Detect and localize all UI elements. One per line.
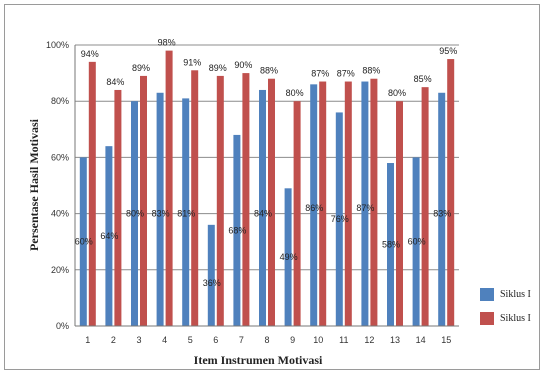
legend-item-series-2: Siklus I [480,312,540,326]
data-label-series-1: 36% [203,278,221,288]
data-label-series-2: 90% [234,60,252,70]
legend-label: Siklus I [500,313,531,324]
bar-series-2 [421,87,429,327]
data-label-series-2: 88% [362,66,380,76]
y-axis-title: Persentase Hasil Motivasi [27,118,41,251]
data-label-series-1: 49% [280,252,298,262]
y-tick-label: 60% [51,152,69,162]
data-label-series-2: 94% [81,49,99,59]
x-tick-label: 12 [364,335,374,345]
x-tick-label: 2 [111,335,116,345]
data-label-series-1: 87% [356,203,374,213]
bar-series-2 [319,81,327,326]
y-tick-label: 100% [46,40,69,50]
grid-lines [75,44,459,271]
data-label-series-1: 83% [152,209,170,219]
bar-series-1 [182,98,190,326]
x-tick-label: 13 [390,335,400,345]
legend-swatch-red [480,312,494,325]
data-label-series-1: 84% [254,209,272,219]
data-label-series-1: 80% [126,209,144,219]
bar-series-1 [335,112,343,326]
data-label-series-2: 89% [209,63,227,73]
bar-series-2 [344,81,352,326]
x-tick-label: 15 [441,335,451,345]
bar-series-1 [438,92,446,327]
legend-swatch-blue [480,288,494,301]
bar-series-1 [105,146,113,326]
y-tick-label: 0% [56,321,69,331]
bar-series-1 [284,188,292,326]
bar-series-2 [216,75,224,326]
x-tick-label: 14 [416,335,426,345]
bar-series-1 [156,92,164,327]
bar-series-2 [447,59,455,327]
axes: 0%20%40%60%80%100%1 2 3 4 5 6 7 8 9 10 11 12 13 14 15 [46,40,459,345]
data-label-series-2: 80% [388,88,406,98]
data-label-series-1: 68% [228,225,246,235]
bar-series-2 [140,75,147,326]
data-label-series-1: 60% [75,237,93,247]
bar-series-1 [79,157,87,326]
data-label-series-1: 83% [433,209,451,219]
data-label-series-2: 95% [439,46,457,56]
bar-series-1 [233,134,241,326]
x-tick-label: 10 [313,335,323,345]
x-tick-label: 5 [188,335,193,345]
data-label-series-2: 87% [311,69,329,79]
data-label-series-2: 84% [106,77,124,87]
data-label-series-1: 76% [331,214,349,224]
bar-series-1 [412,157,420,326]
bar-series-2 [191,70,199,326]
bar-series-1 [310,84,318,326]
x-tick-label: 3 [136,335,141,345]
bar-series-2 [268,78,275,326]
x-tick-label: 11 [339,335,348,345]
data-label-series-2: 88% [260,66,278,76]
data-label-series-1: 58% [382,240,400,250]
bar-series-2 [242,73,250,326]
data-label-series-1: 86% [305,203,323,213]
legend-label: Siklus I [500,289,531,300]
x-tick-label: 8 [264,335,269,345]
legend-item-series-1: Siklus I [480,288,540,302]
data-label-series-1: 81% [177,209,195,219]
bar-series-1 [361,81,369,326]
bar-series-1 [387,163,394,326]
data-label-series-2: 89% [132,63,150,73]
bar-series-1 [207,224,215,326]
bar-series-2 [293,101,301,326]
bar-series-1 [131,101,138,326]
bar-series-1 [259,89,266,327]
data-label-series-1: 64% [100,231,118,241]
bar-series-2 [88,61,96,327]
data-label-series-1: 60% [408,237,426,247]
x-tick-label: 1 [85,335,90,345]
data-label-series-2: 85% [414,74,432,84]
x-tick-label: 4 [162,335,167,345]
y-tick-label: 20% [51,265,69,275]
data-label-series-2: 80% [286,88,304,98]
x-tick-label: 9 [290,335,295,345]
x-axis-title: Item Instrumen Motivasi [194,353,323,367]
bar-series-2 [114,89,122,327]
data-label-series-2: 98% [158,38,176,48]
bars [79,50,455,327]
y-tick-label: 80% [51,96,69,106]
x-tick-label: 6 [213,335,218,345]
bar-series-2 [370,78,378,326]
y-tick-label: 40% [51,209,69,219]
data-label-series-2: 87% [337,69,355,79]
x-tick-label: 7 [239,335,244,345]
bar-series-2 [165,50,173,327]
bar-series-2 [396,101,403,326]
data-labels: 60% 94% 64% 84% 80% 89% 83% 98% 81% 91% 36% 89% 68% 9… [75,38,457,288]
data-label-series-2: 91% [183,57,201,67]
